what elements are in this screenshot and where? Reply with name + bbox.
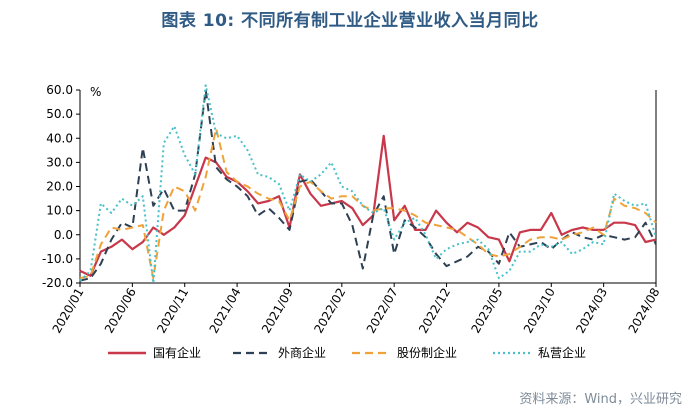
y-tick-label: 60.0 [46, 83, 73, 97]
x-tick-label: 2022/02 [311, 286, 348, 336]
legend-label-3: 私营企业 [538, 345, 586, 360]
series-lines [79, 84, 657, 284]
legend: 国有企业 外商企业 股份制企业 私营企业 [108, 345, 586, 360]
x-tick-label: 2024/08 [626, 286, 663, 336]
y-tick-label: 10.0 [46, 204, 73, 218]
chart-title: 图表 10: 不同所有制工业企业营业收入当月同比 [161, 11, 539, 31]
series-line-2 [79, 127, 657, 280]
series-line-1 [79, 89, 657, 282]
y-tick-label: 30.0 [46, 155, 73, 169]
x-tick-label: 2024/03 [573, 286, 610, 336]
legend-label-2: 股份制企业 [397, 345, 457, 360]
y-tick-label: 20.0 [46, 180, 73, 194]
y-tick-label: 50.0 [46, 107, 73, 121]
y-tick-label: -20.0 [42, 276, 73, 290]
y-tick-label: 0.0 [54, 228, 73, 242]
series-line-0 [79, 134, 657, 277]
y-unit-label: % [90, 85, 101, 99]
x-tick-label: 2022/07 [364, 286, 401, 336]
x-tick-label: 2020/06 [102, 286, 139, 336]
legend-label-1: 外商企业 [278, 345, 326, 360]
x-tick-label: 2020/01 [50, 286, 87, 336]
source-note: 资料来源：Wind，兴业研究 [519, 392, 682, 407]
y-tick-label: -10.0 [42, 252, 73, 266]
x-tick-label: 2023/10 [521, 286, 558, 336]
y-tick-label: 40.0 [46, 131, 73, 145]
series-line-3 [79, 84, 657, 284]
x-tick-label: 2023/05 [468, 285, 505, 335]
x-tick-label: 2021/04 [207, 286, 244, 336]
legend-label-0: 国有企业 [153, 345, 201, 360]
x-tick-label: 2022/12 [416, 286, 453, 336]
x-tick-label: 2020/11 [154, 286, 191, 336]
x-tick-label: 2021/09 [259, 286, 296, 336]
